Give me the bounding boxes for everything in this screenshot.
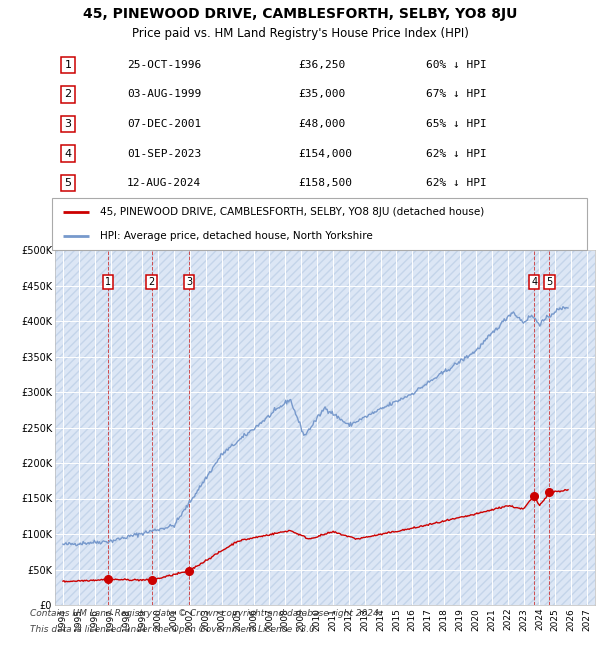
Text: 4: 4 bbox=[531, 277, 537, 287]
Text: £158,500: £158,500 bbox=[298, 178, 352, 188]
Text: 1: 1 bbox=[65, 60, 71, 70]
Text: 2: 2 bbox=[149, 277, 155, 287]
Text: 5: 5 bbox=[65, 178, 71, 188]
Text: 60% ↓ HPI: 60% ↓ HPI bbox=[427, 60, 487, 70]
FancyBboxPatch shape bbox=[52, 198, 587, 250]
Text: 03-AUG-1999: 03-AUG-1999 bbox=[127, 90, 201, 99]
Text: 25-OCT-1996: 25-OCT-1996 bbox=[127, 60, 201, 70]
Text: 45, PINEWOOD DRIVE, CAMBLESFORTH, SELBY, YO8 8JU: 45, PINEWOOD DRIVE, CAMBLESFORTH, SELBY,… bbox=[83, 7, 517, 21]
Text: 3: 3 bbox=[186, 277, 192, 287]
Text: 3: 3 bbox=[65, 119, 71, 129]
Text: 5: 5 bbox=[546, 277, 553, 287]
Text: £48,000: £48,000 bbox=[298, 119, 346, 129]
Text: 2: 2 bbox=[64, 90, 71, 99]
Text: £154,000: £154,000 bbox=[298, 149, 352, 159]
Text: 1: 1 bbox=[104, 277, 111, 287]
Text: 65% ↓ HPI: 65% ↓ HPI bbox=[427, 119, 487, 129]
Text: Contains HM Land Registry data © Crown copyright and database right 2024.: Contains HM Land Registry data © Crown c… bbox=[30, 610, 382, 619]
Text: 01-SEP-2023: 01-SEP-2023 bbox=[127, 149, 201, 159]
Text: HPI: Average price, detached house, North Yorkshire: HPI: Average price, detached house, Nort… bbox=[100, 231, 373, 241]
Text: £35,000: £35,000 bbox=[298, 90, 346, 99]
Text: Price paid vs. HM Land Registry's House Price Index (HPI): Price paid vs. HM Land Registry's House … bbox=[131, 27, 469, 40]
Text: £36,250: £36,250 bbox=[298, 60, 346, 70]
Text: 45, PINEWOOD DRIVE, CAMBLESFORTH, SELBY, YO8 8JU (detached house): 45, PINEWOOD DRIVE, CAMBLESFORTH, SELBY,… bbox=[100, 207, 484, 217]
Text: 12-AUG-2024: 12-AUG-2024 bbox=[127, 178, 201, 188]
Text: 67% ↓ HPI: 67% ↓ HPI bbox=[427, 90, 487, 99]
Text: This data is licensed under the Open Government Licence v3.0.: This data is licensed under the Open Gov… bbox=[30, 625, 318, 634]
Text: 62% ↓ HPI: 62% ↓ HPI bbox=[427, 178, 487, 188]
Text: 07-DEC-2001: 07-DEC-2001 bbox=[127, 119, 201, 129]
Text: 62% ↓ HPI: 62% ↓ HPI bbox=[427, 149, 487, 159]
Text: 4: 4 bbox=[64, 149, 71, 159]
